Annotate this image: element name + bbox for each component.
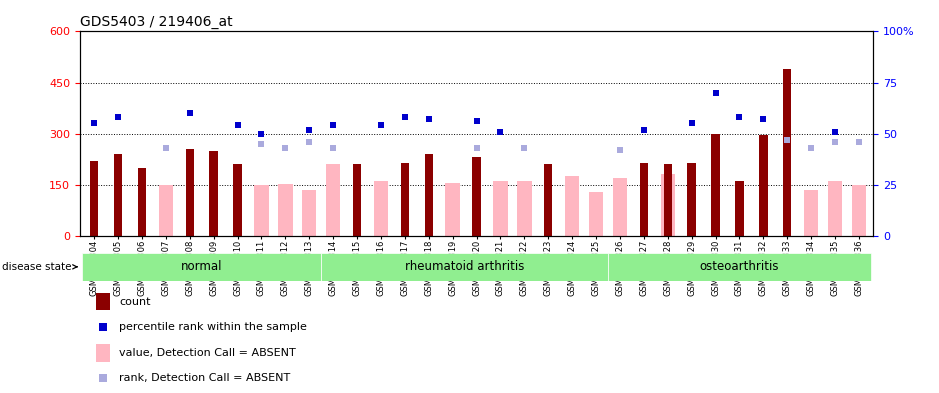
- Bar: [783, 69, 792, 236]
- Text: value, Detection Call = ABSENT: value, Detection Call = ABSENT: [119, 348, 296, 358]
- Bar: [254, 185, 269, 236]
- Bar: [138, 168, 146, 236]
- Text: GDS5403 / 219406_at: GDS5403 / 219406_at: [80, 15, 233, 29]
- Bar: [493, 181, 508, 236]
- Text: rank, Detection Call = ABSENT: rank, Detection Call = ABSENT: [119, 373, 291, 383]
- Bar: [565, 176, 579, 236]
- Bar: [804, 190, 818, 236]
- Bar: [472, 158, 481, 236]
- Bar: [234, 164, 241, 236]
- Bar: [544, 164, 552, 236]
- Bar: [608, 253, 870, 281]
- Bar: [96, 344, 110, 362]
- Bar: [687, 163, 696, 236]
- Bar: [613, 178, 627, 236]
- Bar: [445, 183, 460, 236]
- Bar: [664, 164, 672, 236]
- Bar: [424, 154, 433, 236]
- Text: normal: normal: [181, 260, 223, 274]
- Bar: [186, 149, 194, 236]
- Bar: [639, 163, 648, 236]
- Bar: [660, 174, 675, 236]
- Bar: [401, 163, 409, 236]
- Bar: [114, 154, 122, 236]
- Bar: [321, 253, 608, 281]
- Text: percentile rank within the sample: percentile rank within the sample: [119, 322, 307, 332]
- Text: disease state: disease state: [2, 262, 77, 272]
- Bar: [828, 181, 842, 236]
- Bar: [209, 151, 218, 236]
- Bar: [90, 161, 99, 236]
- Bar: [326, 164, 340, 236]
- Bar: [159, 185, 173, 236]
- Bar: [712, 134, 719, 236]
- Bar: [852, 185, 866, 236]
- Text: count: count: [119, 297, 151, 307]
- Bar: [374, 181, 388, 236]
- Bar: [735, 181, 744, 236]
- Bar: [278, 184, 293, 236]
- Bar: [517, 181, 531, 236]
- Text: rheumatoid arthritis: rheumatoid arthritis: [405, 260, 524, 274]
- Bar: [83, 253, 321, 281]
- Bar: [589, 191, 603, 236]
- Text: osteoarthritis: osteoarthritis: [700, 260, 779, 274]
- Bar: [96, 293, 110, 310]
- Bar: [302, 190, 316, 236]
- Bar: [759, 135, 767, 236]
- Bar: [353, 164, 362, 236]
